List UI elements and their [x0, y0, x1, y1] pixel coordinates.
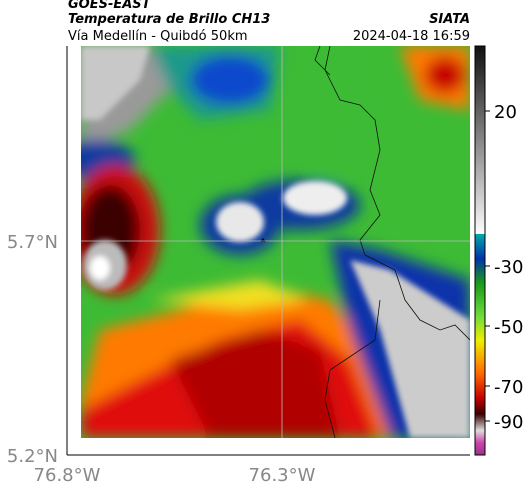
- colorbar-label: 20: [494, 102, 517, 123]
- colorbar-ticks: 20 -30 -50 -70 -90: [485, 102, 523, 433]
- colorbar-label: -50: [494, 317, 523, 338]
- datetime: 2024-04-18 16:59: [353, 29, 470, 44]
- satellite-image: [81, 46, 470, 438]
- colorbar: [474, 45, 486, 456]
- source: SIATA: [429, 12, 470, 27]
- lon-tick-label: 76.8°W: [34, 465, 101, 486]
- lon-tick-label: 76.3°W: [249, 465, 316, 486]
- satellite: GOES-EAST: [68, 0, 152, 12]
- colorbar-label: -70: [494, 377, 523, 398]
- product: Temperatura de Brillo CH13: [68, 12, 270, 27]
- lat-tick-label: 5.7°N: [7, 232, 58, 253]
- region: Vía Medellín - Quibdó 50km: [68, 29, 248, 44]
- lat-tick-label: 5.2°N: [7, 446, 58, 467]
- colorbar-label: -90: [494, 412, 523, 433]
- colorbar-label: -30: [494, 257, 523, 278]
